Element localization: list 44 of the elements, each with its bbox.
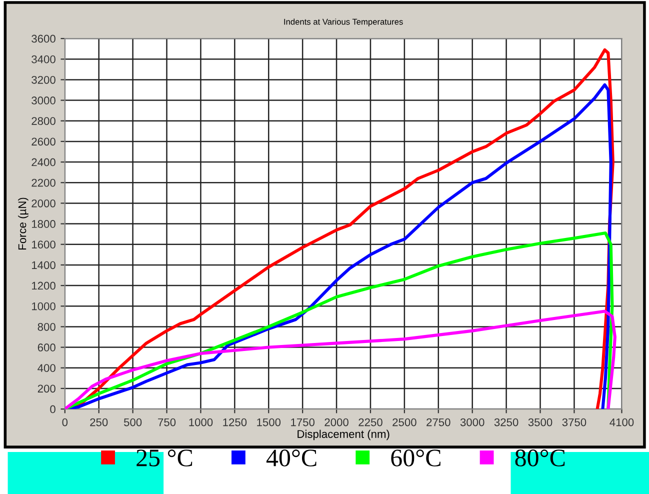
x-tick-label: 750 bbox=[158, 418, 176, 426]
x-tick-label: 2000 bbox=[324, 418, 348, 426]
x-tick-label: 1000 bbox=[189, 418, 213, 426]
y-tick-label: 2600 bbox=[32, 138, 56, 146]
y-tick-label: 600 bbox=[38, 344, 56, 352]
x-tick-label: 3000 bbox=[460, 418, 484, 426]
legend-label: 60°C bbox=[391, 450, 440, 466]
x-tick-label: 250 bbox=[90, 418, 108, 426]
y-tick-label: 2000 bbox=[32, 199, 56, 208]
y-tick-label: 1400 bbox=[32, 261, 56, 270]
y-tick-label: 400 bbox=[38, 364, 56, 372]
legend-label: 80°C bbox=[515, 450, 565, 466]
x-tick-label: 3500 bbox=[528, 418, 552, 426]
y-tick-label: 2800 bbox=[32, 117, 56, 125]
x-tick-label: 1250 bbox=[223, 418, 247, 426]
x-tick-label: 1500 bbox=[257, 418, 281, 426]
chart-title: Indents at Various Temperatures bbox=[284, 18, 403, 26]
legend-label: 25 °C bbox=[136, 450, 192, 466]
x-tick-label: 3750 bbox=[562, 418, 586, 426]
y-tick-label: 1600 bbox=[32, 240, 56, 248]
x-tick-label: 2500 bbox=[392, 418, 416, 426]
x-tick-label: 1750 bbox=[291, 418, 314, 426]
y-tick-label: 800 bbox=[38, 322, 56, 331]
x-tick-label: 2250 bbox=[358, 418, 382, 426]
x-tick-label: 500 bbox=[124, 418, 142, 426]
y-tick-label: 3600 bbox=[32, 34, 56, 43]
line-series bbox=[64, 310, 616, 410]
y-tick-label: 3200 bbox=[32, 76, 56, 84]
y-tick-label: 1200 bbox=[32, 282, 56, 290]
y-tick-label: 3400 bbox=[32, 55, 56, 64]
y-tick-label: 200 bbox=[38, 384, 56, 393]
x-tick-label: 0 bbox=[62, 418, 68, 426]
x-tick-label: 3250 bbox=[494, 418, 518, 426]
legend-label: 40°C bbox=[266, 450, 316, 466]
x-tick-label: 4100 bbox=[610, 418, 634, 426]
y-tick-label: 1800 bbox=[32, 220, 56, 228]
y-tick-label: 0 bbox=[50, 405, 56, 414]
y-axis-title: Force (µN) bbox=[18, 198, 28, 250]
y-tick-label: 1000 bbox=[32, 302, 56, 310]
x-tick-label: 2750 bbox=[426, 418, 450, 426]
y-tick-label: 2200 bbox=[32, 178, 56, 187]
y-tick-label: 2400 bbox=[32, 158, 56, 166]
y-tick-label: 3000 bbox=[32, 96, 56, 104]
x-axis-title: Displacement (nm) bbox=[298, 430, 390, 440]
